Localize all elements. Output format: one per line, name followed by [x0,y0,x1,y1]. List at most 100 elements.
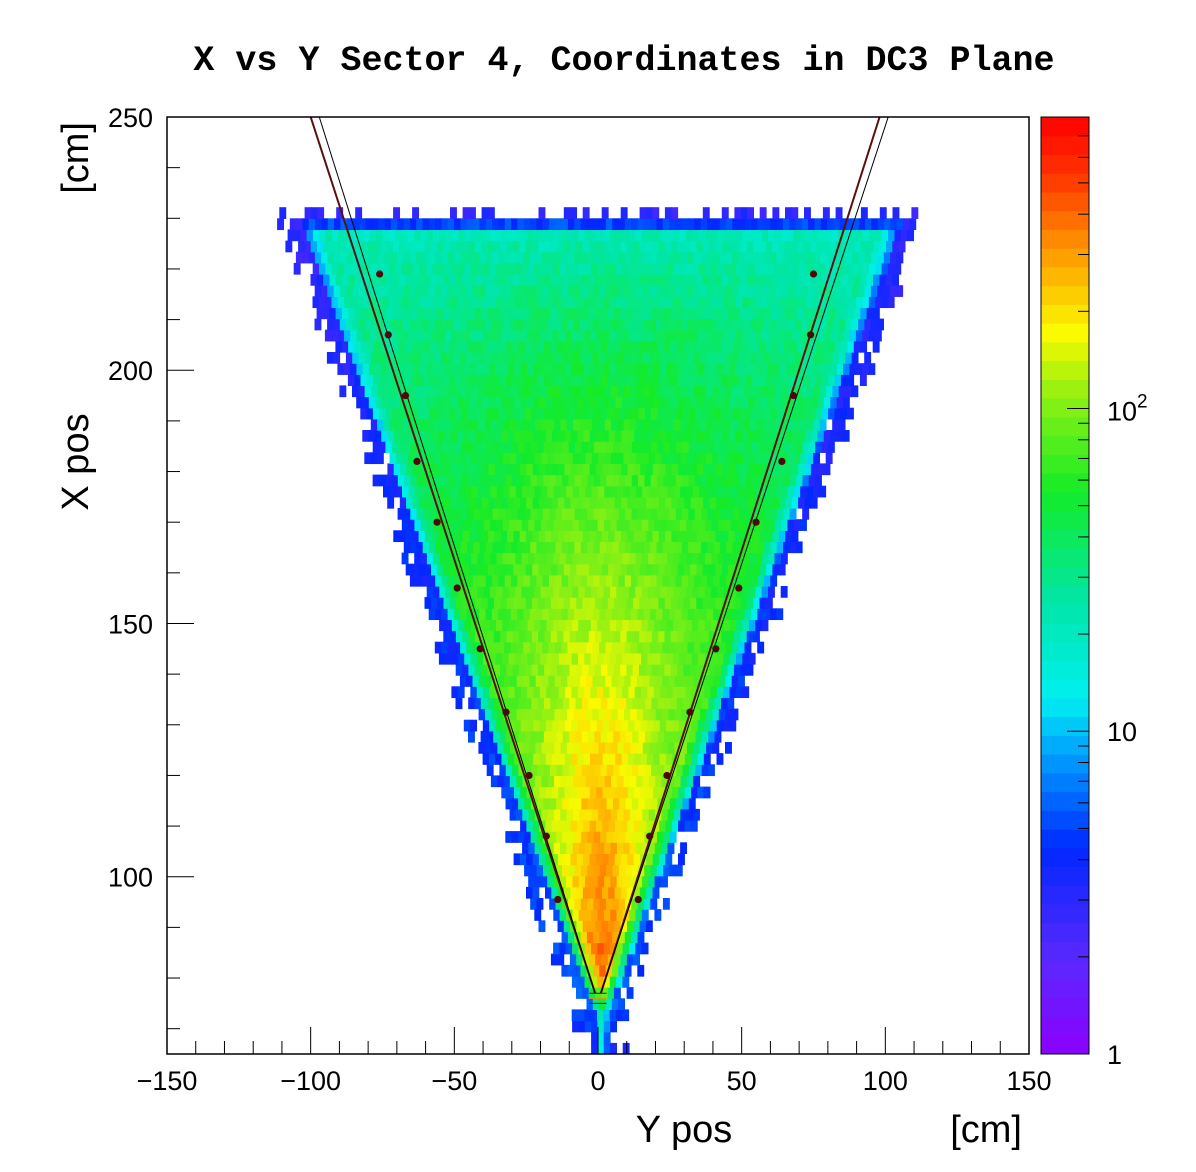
fit-point [634,895,642,904]
color-scale-band [1041,585,1089,605]
color-scale-band [1041,416,1089,437]
color-scale-label: 1 [1107,1040,1122,1070]
x-tick-label: 150 [1006,1066,1051,1096]
fit-point [809,270,818,278]
color-scale-band [1041,379,1089,399]
color-scale-band [1041,341,1089,362]
chart-title: X vs Y Sector 4, Coordinates in DC3 Plan… [193,41,1054,81]
color-scale-band [1041,904,1089,924]
color-scale-band [1041,810,1089,830]
color-scale-band [1041,641,1089,661]
color-scale-band [1041,960,1089,980]
color-scale-label: 10 [1107,717,1137,747]
color-scale-band [1041,360,1089,380]
fit-line [318,117,596,994]
fit-point [554,895,562,904]
color-scale-band [1041,529,1089,549]
y-axis-label: X pos [55,413,97,510]
color-scale-band [1041,135,1089,155]
color-scale-label: 102 [1107,391,1148,426]
fit-point [686,708,694,716]
x-tick-label: 50 [727,1066,757,1096]
fit-point [789,391,797,400]
color-scale-band [1041,1035,1089,1055]
x-tick-label: −100 [280,1066,341,1096]
color-scale-band [1041,829,1089,849]
fit-point [376,270,384,278]
color-scale-band [1041,679,1089,699]
color-scale-band [1041,398,1089,418]
x-tick-label: 100 [863,1066,908,1096]
fit-point [502,708,510,716]
x-tick-label: 0 [590,1066,605,1096]
color-scale-band [1041,772,1089,793]
color-scale-band [1041,473,1089,493]
color-scale-band [1041,847,1089,868]
color-scale-band [1041,323,1089,343]
color-scale-band [1041,510,1089,530]
color-scale-band [1041,660,1089,680]
color-scale-band [1041,885,1089,905]
color-scale-band [1041,454,1089,474]
fit-point [453,584,461,592]
color-scale-band [1041,304,1089,324]
color-scale-band [1041,566,1089,586]
color-scale-band [1041,173,1089,193]
fit-point [384,331,392,339]
color-scale-band [1041,791,1089,811]
color-scale-band [1041,604,1089,624]
color-scale-frame [1040,116,1090,1055]
color-scale [1040,116,1090,1055]
color-scale-band [1041,1016,1089,1036]
color-scale-band [1041,979,1089,999]
color-scale-band [1041,548,1089,568]
color-scale-band [1041,191,1089,212]
color-scale-band [1041,997,1089,1018]
fit-point [401,391,410,400]
fit-points [376,270,818,904]
y-tick-label: 150 [108,609,153,639]
fit-point [646,832,654,840]
fit-point [476,645,484,653]
fit-line [309,117,597,994]
fit-line [600,117,889,994]
color-scale-band [1041,435,1089,455]
x-axis-unit: [cm] [950,1109,1022,1151]
fit-point [525,771,533,780]
color-scale-band [1041,754,1089,774]
fit-point [542,832,550,840]
color-scale-band [1041,697,1089,718]
y-tick-label: 200 [108,356,153,386]
y-axis: 100 150 200 250 [108,103,194,1030]
color-scale-band [1041,117,1089,137]
color-scale-band [1041,941,1089,961]
fit-point [712,645,720,653]
x-tick-label: −50 [431,1066,477,1096]
color-scale-axis: 1 10 102 [1067,116,1148,1070]
fit-lines [309,117,889,1004]
y-axis-unit: [cm] [55,122,97,194]
color-scale-band [1041,154,1089,174]
color-scale-band [1041,285,1089,305]
fit-point [807,331,815,339]
color-scale-band [1041,491,1089,512]
fit-line [599,117,881,994]
color-scale-band [1041,922,1089,943]
color-scale-band [1041,210,1089,230]
heatmap-density [277,207,919,1054]
fit-point [752,518,760,526]
fit-point [413,457,421,466]
color-scale-band [1041,622,1089,643]
fit-point [735,584,743,592]
fit-point [778,457,786,466]
color-scale-band [1041,248,1089,268]
color-scale-band [1041,716,1089,736]
fit-point [433,518,441,526]
color-scale-band [1041,266,1089,287]
x-axis-label: Y pos [636,1109,732,1151]
color-scale-band [1041,866,1089,886]
y-tick-label: 100 [108,863,153,893]
color-scale-band [1041,229,1089,249]
fit-point [663,771,671,780]
